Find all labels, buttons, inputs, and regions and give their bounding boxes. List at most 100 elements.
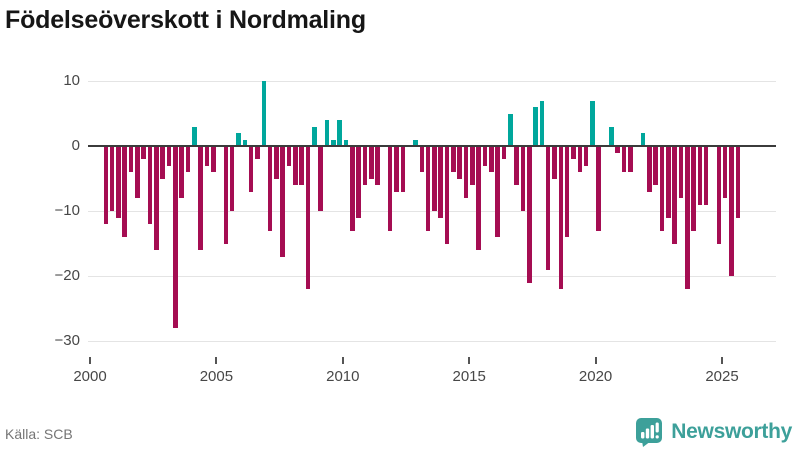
bar-2023Q1 <box>672 146 677 244</box>
bar-2021Q1 <box>621 146 627 172</box>
x-axis-tick-label: 2025 <box>705 368 739 385</box>
bar-2016Q3 <box>507 113 513 146</box>
x-axis-tick <box>721 357 723 364</box>
bar-2003Q4 <box>185 146 191 172</box>
bar-2019Q1 <box>571 146 576 159</box>
bar-2020Q1 <box>596 146 602 231</box>
x-axis-tick-label: 2010 <box>326 368 360 385</box>
bar-2000Q3 <box>103 146 109 224</box>
bar-2016Q4 <box>514 146 519 185</box>
bar-2007Q2 <box>274 146 279 179</box>
bar-2001Q3 <box>128 146 134 172</box>
bar-2010Q3 <box>356 146 361 218</box>
bar-2018Q1 <box>545 146 551 270</box>
y-axis-tick-label: −30 <box>54 332 80 349</box>
bar-2008Q1 <box>293 146 298 185</box>
bar-2020Q4 <box>615 146 620 153</box>
bar-2014Q2 <box>451 146 456 172</box>
bar-2015Q4 <box>489 146 494 172</box>
bar-2009Q3 <box>331 139 336 146</box>
bar-2017Q1 <box>520 146 526 211</box>
bar-2007Q1 <box>267 146 273 231</box>
bar-2013Q2 <box>425 146 431 231</box>
bar-2025Q3 <box>735 146 741 218</box>
x-axis-tick-label: 2000 <box>73 368 107 385</box>
bar-2014Q1 <box>444 146 450 244</box>
bar-2007Q3 <box>280 146 286 257</box>
bar-2024Q4 <box>716 146 722 244</box>
bar-2018Q2 <box>552 146 557 179</box>
bar-2022Q1 <box>647 146 652 192</box>
bar-2019Q4 <box>590 100 595 146</box>
bar-2004Q4 <box>210 146 216 172</box>
bar-2002Q4 <box>160 146 165 179</box>
bar-2023Q4 <box>691 146 696 231</box>
bar-2011Q2 <box>375 146 380 185</box>
bar-2001Q1 <box>116 146 121 218</box>
bar-2002Q2 <box>147 146 153 224</box>
bar-2017Q4 <box>539 100 545 146</box>
x-axis-tick <box>89 357 91 364</box>
y-axis-tick-label: −20 <box>54 267 80 284</box>
bar-2014Q4 <box>463 146 469 198</box>
bar-2009Q2 <box>324 120 330 146</box>
bar-2000Q4 <box>109 146 115 211</box>
bar-2011Q4 <box>387 146 393 231</box>
bar-2014Q3 <box>457 146 462 179</box>
bar-2008Q2 <box>299 146 304 185</box>
gridline-y--20 <box>88 276 776 277</box>
bar-2017Q3 <box>533 107 538 146</box>
bar-2006Q4 <box>261 81 267 146</box>
bar-2012Q1 <box>394 146 399 192</box>
bar-2020Q3 <box>609 126 614 146</box>
source-label: Källa: SCB <box>5 426 73 442</box>
bar-2012Q4 <box>413 139 418 146</box>
bar-2002Q1 <box>141 146 146 159</box>
bar-2013Q4 <box>438 146 444 218</box>
bar-2009Q4 <box>337 120 342 146</box>
bar-2016Q1 <box>495 146 500 237</box>
bar-2017Q2 <box>526 146 532 283</box>
bar-2024Q2 <box>703 146 709 205</box>
x-axis-tick <box>594 357 597 364</box>
y-axis-tick-label: 0 <box>71 137 80 154</box>
bar-2010Q4 <box>362 146 368 185</box>
bar-2004Q1 <box>191 126 197 146</box>
chart-title: Födelseöverskott i Nordmaling <box>5 6 366 34</box>
bar-2025Q1 <box>722 146 728 198</box>
bar-2005Q3 <box>229 146 235 211</box>
newsworthy-icon <box>636 417 663 447</box>
bar-2007Q4 <box>286 146 292 166</box>
x-axis-tick <box>341 357 344 364</box>
bar-2009Q1 <box>318 146 323 211</box>
x-axis-tick <box>468 357 471 364</box>
bar-2022Q4 <box>665 146 671 218</box>
bar-2015Q3 <box>482 146 488 166</box>
bar-2002Q3 <box>154 146 159 250</box>
bar-2001Q2 <box>122 146 128 237</box>
bar-2012Q2 <box>400 146 406 192</box>
bar-2008Q4 <box>312 126 317 146</box>
bar-2015Q2 <box>476 146 481 250</box>
bar-2003Q1 <box>166 146 172 166</box>
bar-2025Q2 <box>729 146 734 276</box>
bar-2024Q1 <box>697 146 703 205</box>
bar-2016Q2 <box>501 146 507 159</box>
bar-2019Q3 <box>583 146 589 166</box>
x-axis-tick <box>215 357 218 364</box>
newsworthy-wordmark: Newsworthy <box>671 420 792 443</box>
x-axis-tick-label: 2020 <box>578 368 613 385</box>
bar-2013Q1 <box>419 146 425 172</box>
bar-2023Q3 <box>684 146 690 289</box>
bar-2018Q3 <box>558 146 564 289</box>
y-axis-tick-label: 10 <box>63 72 80 89</box>
bar-2004Q3 <box>204 146 210 166</box>
newsworthy-logo[interactable]: Newsworthy <box>635 416 792 448</box>
gridline-y--30 <box>88 341 776 342</box>
bar-2022Q3 <box>659 146 665 231</box>
bar-2006Q1 <box>242 139 248 146</box>
x-axis-tick-label: 2015 <box>452 368 486 385</box>
bar-2015Q1 <box>470 146 475 185</box>
